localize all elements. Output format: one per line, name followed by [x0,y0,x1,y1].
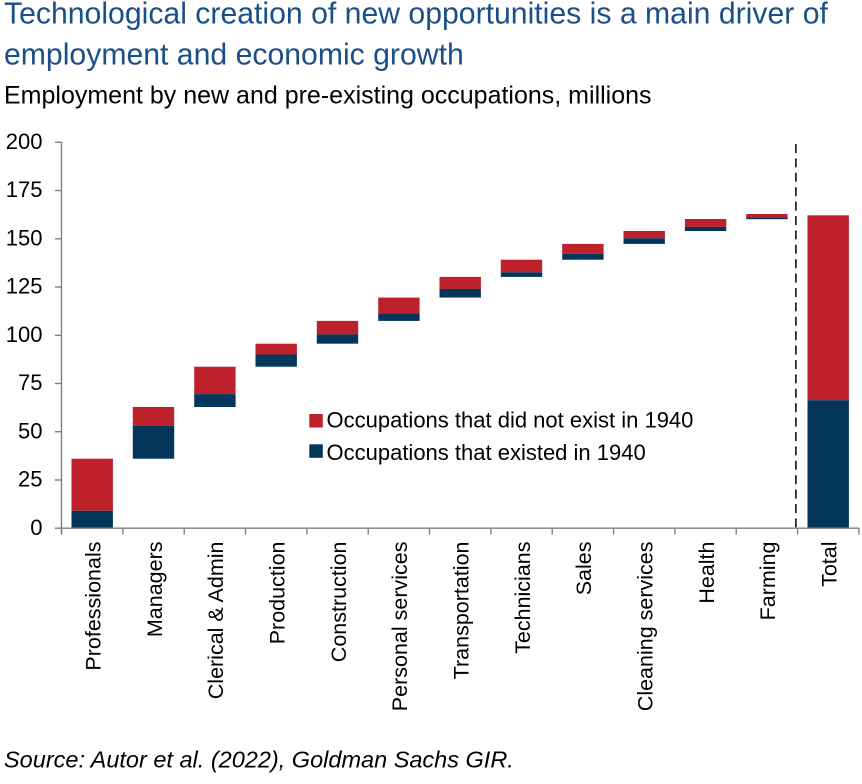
svg-text:Technological creation of new: Technological creation of new opportunit… [4,0,829,31]
svg-text:0: 0 [30,515,42,540]
svg-text:Cleaning services: Cleaning services [634,542,658,712]
svg-text:Occupations that existed in 19: Occupations that existed in 1940 [327,440,646,465]
svg-text:employment and economic growth: employment and economic growth [4,39,464,72]
svg-text:Production: Production [266,542,290,645]
svg-text:175: 175 [6,177,43,202]
svg-text:25: 25 [18,467,42,492]
svg-text:Sales: Sales [572,542,596,596]
svg-text:Technicians: Technicians [511,542,535,654]
svg-text:Farming: Farming [756,542,780,621]
svg-text:Transportation: Transportation [450,542,474,680]
svg-text:125: 125 [6,274,43,299]
svg-text:Occupations that did not exist: Occupations that did not exist in 1940 [327,408,694,433]
svg-text:Construction: Construction [327,542,351,663]
svg-text:75: 75 [18,370,42,395]
svg-text:Professionals: Professionals [82,542,106,671]
svg-text:Health: Health [695,542,719,604]
svg-text:Source: Autor et al. (2022), G: Source: Autor et al. (2022), Goldman Sac… [4,747,514,773]
svg-text:Total: Total [818,542,842,587]
svg-text:Personal services: Personal services [388,542,412,712]
svg-text:Clerical & Admin: Clerical & Admin [204,542,228,700]
svg-text:100: 100 [6,322,43,347]
svg-text:Managers: Managers [143,542,167,638]
svg-text:50: 50 [18,418,42,443]
svg-text:Employment by new and pre-exis: Employment by new and pre-existing occup… [4,82,652,110]
svg-text:150: 150 [6,225,43,250]
svg-text:200: 200 [6,129,43,154]
